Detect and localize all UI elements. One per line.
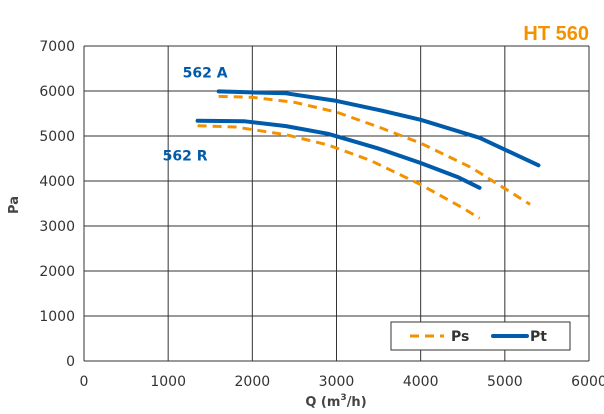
y-tick-label: 5000 [39, 129, 75, 145]
y-tick-label: 2000 [39, 264, 75, 280]
x-tick-label: 1000 [150, 374, 186, 390]
y-tick-label: 1000 [39, 309, 75, 325]
legend-box [390, 321, 571, 351]
x-tick-label: 5000 [487, 374, 523, 390]
y-tick-label: 4000 [39, 174, 75, 190]
series-line-ps [197, 124, 481, 220]
series-line-pt [195, 118, 482, 190]
curve-label: 562 R [163, 149, 208, 165]
chart-title: HT 560 [523, 23, 589, 45]
x-axis-title-main: Q (m [305, 395, 340, 410]
x-tick-label: 4000 [403, 374, 439, 390]
legend-label-pt: Pt [530, 329, 547, 345]
y-tick-label: 0 [66, 354, 75, 370]
y-tick-label: 6000 [39, 84, 75, 100]
y-tick-label: 7000 [39, 39, 75, 55]
x-axis-title-sup: 3 [340, 393, 346, 403]
curve-label: 562 A [183, 65, 228, 81]
series-layer [195, 89, 541, 220]
x-tick-label: 6000 [571, 374, 604, 390]
legend: Ps Pt [390, 321, 571, 351]
x-axis-title: Q (m3/h) [305, 393, 366, 410]
x-tick-label: 0 [80, 374, 89, 390]
x-axis-title-end: /h) [347, 395, 367, 410]
grid [83, 45, 590, 362]
label-layer: 0 1000 2000 3000 4000 5000 6000 7000 0 1000 2000 30… [39, 39, 604, 390]
series-line-pt [216, 89, 541, 168]
title-suffix: 560 [556, 23, 589, 45]
y-axis-title: Pa [7, 196, 22, 214]
legend-label-ps: Ps [451, 329, 469, 345]
y-tick-label: 3000 [39, 219, 75, 235]
x-tick-label: 3000 [319, 374, 355, 390]
series-line-ps [218, 94, 531, 206]
x-tick-label: 2000 [235, 374, 271, 390]
title-prefix: HT [523, 23, 555, 45]
